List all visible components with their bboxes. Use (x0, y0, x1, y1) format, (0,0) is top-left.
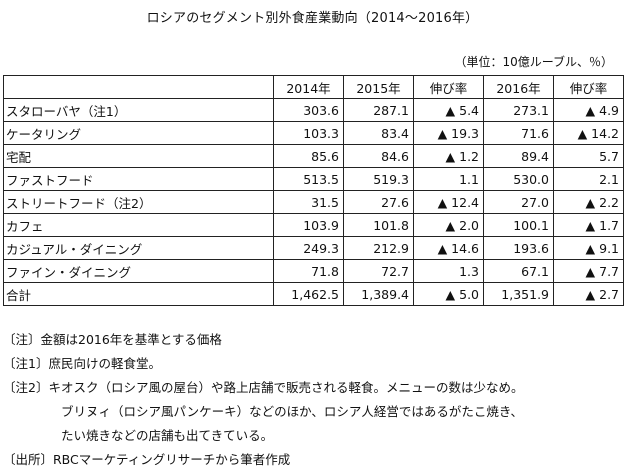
cell-2015: 212.9 (343, 236, 414, 260)
table-row: ケータリング 103.3 83.4 ▲ 19.3 71.6 ▲ 14.2 (3, 121, 624, 145)
cell-2016: 193.6 (483, 236, 554, 260)
note-2-line-2: ブリヌィ（ロシア風パンケーキ）などのほか、ロシア人経営ではあるがたこ焼き、 (61, 404, 524, 419)
cell-growth-2015: ▲ 2.0 (413, 213, 484, 237)
cell-2014: 71.8 (273, 259, 344, 283)
cell-2014: 103.9 (273, 213, 344, 237)
cell-growth-2015: ▲ 14.6 (413, 236, 484, 260)
cell-2015: 101.8 (343, 213, 414, 237)
cell-2015: 519.3 (343, 167, 414, 191)
cell-2014: 303.6 (273, 98, 344, 122)
header-growth-2016: 伸び率 (553, 75, 624, 99)
cell-growth-2016: ▲ 2.2 (553, 190, 624, 214)
note-1: 〔注1〕庶民向けの軽食堂。 (3, 356, 161, 371)
cell-2016: 530.0 (483, 167, 554, 191)
cell-growth-2016: ▲ 1.7 (553, 213, 624, 237)
table-row: ファイン・ダイニング 71.8 72.7 1.3 67.1 ▲ 7.7 (3, 259, 624, 283)
header-2015: 2015年 (343, 75, 414, 99)
cell-2014: 103.3 (273, 121, 344, 145)
page-title: ロシアのセグメント別外食産業動向（2014～2016年） (146, 11, 479, 26)
cell-category: カジュアル・ダイニング (3, 236, 274, 260)
unit-label: （単位：10億ルーブル、％） (454, 55, 613, 69)
table-row: カジュアル・ダイニング 249.3 212.9 ▲ 14.6 193.6 ▲ 9.1 (3, 236, 624, 260)
note-2-line-1: 〔注2〕キオスク（ロシア風の屋台）や路上店舗で販売される軽食。メニューの数は少な… (3, 380, 524, 395)
cell-2016: 71.6 (483, 121, 554, 145)
cell-2015: 83.4 (343, 121, 414, 145)
table-row: ストリートフード（注2） 31.5 27.6 ▲ 12.4 27.0 ▲ 2.2 (3, 190, 624, 214)
cell-2015: 1,389.4 (343, 282, 414, 306)
cell-2014: 1,462.5 (273, 282, 344, 306)
cell-category: カフェ (3, 213, 274, 237)
cell-growth-2015: 1.3 (413, 259, 484, 283)
cell-2014: 249.3 (273, 236, 344, 260)
table-header-row: 2014年 2015年 伸び率 2016年 伸び率 (3, 75, 624, 99)
notes-section: 〔注〕金額は2016年を基準とする価格 〔注1〕庶民向けの軽食堂。 〔注2〕キオ… (3, 328, 523, 472)
header-2014: 2014年 (273, 75, 344, 99)
cell-growth-2015: 1.1 (413, 167, 484, 191)
cell-growth-2015: ▲ 19.3 (413, 121, 484, 145)
cell-growth-2016: ▲ 4.9 (553, 98, 624, 122)
table-body: スタローバヤ（注1） 303.6 287.1 ▲ 5.4 273.1 ▲ 4.9 ケータリン… (3, 98, 624, 306)
table-row: 合計 1,462.5 1,389.4 ▲ 5.0 1,351.9 ▲ 2.7 (3, 282, 624, 306)
cell-2016: 100.1 (483, 213, 554, 237)
header-2016: 2016年 (483, 75, 554, 99)
cell-2016: 273.1 (483, 98, 554, 122)
cell-2015: 27.6 (343, 190, 414, 214)
source-note: 〔出所〕RBCマーケティングリサーチから筆者作成 (3, 452, 291, 467)
cell-2016: 89.4 (483, 144, 554, 168)
cell-growth-2016: ▲ 14.2 (553, 121, 624, 145)
cell-2015: 287.1 (343, 98, 414, 122)
cell-growth-2016: ▲ 7.7 (553, 259, 624, 283)
table-row: 宅配 85.6 84.6 ▲ 1.2 89.4 5.7 (3, 144, 624, 168)
cell-category: ファイン・ダイニング (3, 259, 274, 283)
cell-2014: 31.5 (273, 190, 344, 214)
cell-growth-2016: 5.7 (553, 144, 624, 168)
cell-growth-2015: ▲ 5.4 (413, 98, 484, 122)
table-row: カフェ 103.9 101.8 ▲ 2.0 100.1 ▲ 1.7 (3, 213, 624, 237)
cell-category: 合計 (3, 282, 274, 306)
cell-category: ファストフード (3, 167, 274, 191)
cell-growth-2016: ▲ 2.7 (553, 282, 624, 306)
cell-2015: 84.6 (343, 144, 414, 168)
cell-growth-2015: ▲ 12.4 (413, 190, 484, 214)
cell-2014: 85.6 (273, 144, 344, 168)
data-table: 2014年 2015年 伸び率 2016年 伸び率 スタローバヤ（注1） 303.… (3, 75, 624, 306)
cell-category: ケータリング (3, 121, 274, 145)
header-growth-2015: 伸び率 (413, 75, 484, 99)
cell-growth-2015: ▲ 1.2 (413, 144, 484, 168)
cell-2015: 72.7 (343, 259, 414, 283)
cell-category: 宅配 (3, 144, 274, 168)
cell-2016: 67.1 (483, 259, 554, 283)
header-category (3, 75, 274, 99)
cell-growth-2015: ▲ 5.0 (413, 282, 484, 306)
table-row: スタローバヤ（注1） 303.6 287.1 ▲ 5.4 273.1 ▲ 4.9 (3, 98, 624, 122)
cell-category: スタローバヤ（注1） (3, 98, 274, 122)
cell-2014: 513.5 (273, 167, 344, 191)
note-2-line-3: たい焼きなどの店舗も出てきている。 (61, 428, 274, 443)
cell-2016: 27.0 (483, 190, 554, 214)
cell-growth-2016: ▲ 9.1 (553, 236, 624, 260)
table-row: ファストフード 513.5 519.3 1.1 530.0 2.1 (3, 167, 624, 191)
cell-category: ストリートフード（注2） (3, 190, 274, 214)
cell-growth-2016: 2.1 (553, 167, 624, 191)
note-price-basis: 〔注〕金額は2016年を基準とする価格 (3, 332, 222, 347)
cell-2016: 1,351.9 (483, 282, 554, 306)
